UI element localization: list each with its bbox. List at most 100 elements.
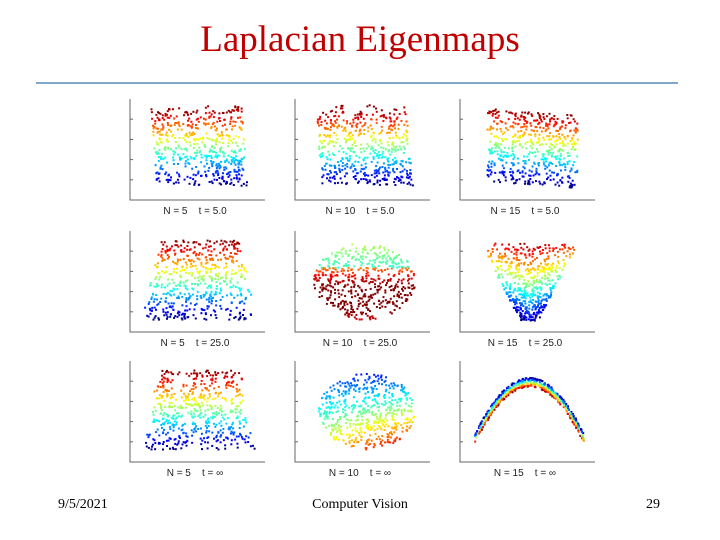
scatter-point — [144, 306, 147, 309]
scatter-point — [518, 299, 521, 301]
scatter-point — [195, 400, 198, 403]
scatter-point — [571, 179, 574, 182]
scatter-point — [342, 279, 345, 282]
scatter-point — [529, 122, 532, 125]
scatter-point — [165, 266, 168, 269]
scatter-point — [221, 124, 224, 127]
scatter-point — [171, 406, 173, 408]
scatter-point — [548, 391, 551, 393]
scatter-point — [172, 426, 175, 429]
scatter-point — [511, 147, 514, 150]
scatter-point — [170, 417, 173, 419]
scatter-point — [497, 110, 500, 113]
scatter-point — [503, 252, 506, 255]
scatter-point — [349, 149, 352, 152]
scatter-point — [544, 282, 547, 285]
scatter-point — [531, 260, 534, 263]
scatter-point — [542, 161, 545, 164]
scatter-point — [152, 292, 154, 295]
scatter-point — [391, 385, 394, 388]
scatter-point — [405, 298, 408, 300]
scatter-point — [321, 403, 324, 406]
scatter-point — [235, 176, 238, 179]
scatter-point — [334, 438, 337, 441]
scatter-point — [231, 269, 234, 272]
scatter-point — [232, 380, 235, 383]
scatter-point — [389, 279, 392, 282]
scatter-point — [243, 302, 246, 305]
scatter-point — [571, 420, 574, 423]
scatter-point — [344, 402, 347, 405]
scatter-point — [387, 273, 390, 276]
scatter-point — [208, 300, 211, 303]
scatter-point — [412, 274, 415, 277]
scatter-point — [366, 263, 369, 266]
scatter-point — [233, 161, 236, 164]
scatter-point — [370, 160, 373, 163]
scatter-point — [479, 426, 482, 429]
scatter-point — [340, 248, 343, 251]
scatter-point — [154, 164, 157, 167]
scatter-point — [154, 278, 157, 281]
scatter-point — [359, 267, 362, 270]
scatter-point — [400, 296, 403, 299]
scatter-point — [522, 296, 525, 299]
scatter-point — [324, 119, 327, 122]
scatter-point — [392, 441, 395, 444]
scatter-point — [236, 247, 239, 250]
scatter-point — [159, 301, 162, 303]
scatter-point — [375, 257, 378, 260]
scatter-point — [226, 283, 228, 286]
scatter-point — [558, 149, 561, 152]
scatter-point — [160, 395, 163, 398]
scatter-point — [206, 261, 209, 264]
scatter-point — [337, 282, 340, 285]
scatter-point — [554, 269, 557, 272]
scatter-point — [336, 270, 339, 273]
scatter-point — [216, 137, 218, 140]
scatter-point — [157, 271, 159, 274]
scatter-point — [361, 251, 364, 254]
scatter-point — [533, 248, 536, 251]
scatter-point — [489, 149, 492, 151]
scatter-point — [187, 398, 190, 401]
scatter-point — [163, 147, 166, 150]
scatter-point — [579, 434, 582, 437]
scatter-point — [215, 167, 218, 170]
scatter-point — [527, 111, 530, 114]
scatter-point — [375, 253, 378, 256]
scatter-point — [385, 376, 387, 379]
scatter-point — [210, 125, 213, 128]
scatter-point — [173, 268, 175, 271]
scatter-point — [484, 421, 486, 424]
scatter-point — [532, 281, 535, 284]
scatter-point — [398, 145, 401, 148]
scatter-point — [229, 279, 232, 282]
scatter-point — [329, 158, 332, 161]
scatter-point — [163, 241, 166, 244]
scatter-point — [330, 389, 333, 392]
scatter-point — [224, 444, 227, 447]
scatter-point — [507, 393, 510, 396]
scatter-point — [246, 181, 248, 184]
scatter-point — [177, 427, 180, 430]
scatter-point — [527, 264, 530, 266]
scatter-point — [549, 387, 552, 390]
scatter-point — [217, 172, 220, 175]
scatter-point — [198, 270, 201, 273]
scatter-point — [391, 415, 394, 417]
scatter-point — [218, 272, 221, 275]
scatter-point — [230, 159, 233, 162]
scatter-point — [357, 423, 360, 426]
scatter-point — [161, 422, 164, 425]
scatter-point — [502, 390, 505, 392]
scatter-point — [404, 287, 407, 290]
scatter-point — [378, 382, 380, 385]
scatter-point — [518, 264, 520, 267]
scatter-point — [348, 436, 351, 439]
scatter-point — [222, 142, 225, 144]
scatter-point — [395, 159, 398, 162]
scatter-point — [180, 128, 183, 131]
scatter-point — [318, 147, 321, 150]
scatter-point — [561, 176, 564, 179]
